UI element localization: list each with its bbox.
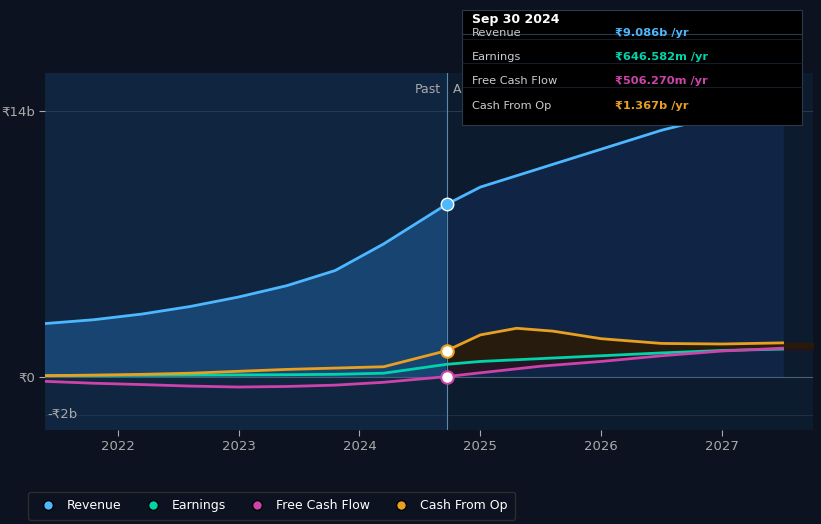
Bar [45,73,447,430]
Text: Analysts Forecasts: Analysts Forecasts [452,83,569,96]
Text: ₹1.367b /yr: ₹1.367b /yr [615,101,689,111]
Text: Revenue: Revenue [472,28,521,38]
Text: Free Cash Flow: Free Cash Flow [472,77,557,86]
Text: ₹506.270m /yr: ₹506.270m /yr [615,77,708,86]
Text: Cash From Op: Cash From Op [472,101,551,111]
Text: ₹646.582m /yr: ₹646.582m /yr [615,52,709,62]
Text: ₹9.086b /yr: ₹9.086b /yr [615,28,689,38]
Legend: Revenue, Earnings, Free Cash Flow, Cash From Op: Revenue, Earnings, Free Cash Flow, Cash … [29,492,515,520]
Text: Past: Past [415,83,440,96]
Text: -₹2b: -₹2b [48,408,78,421]
Text: Sep 30 2024: Sep 30 2024 [472,13,559,26]
Text: Earnings: Earnings [472,52,521,62]
